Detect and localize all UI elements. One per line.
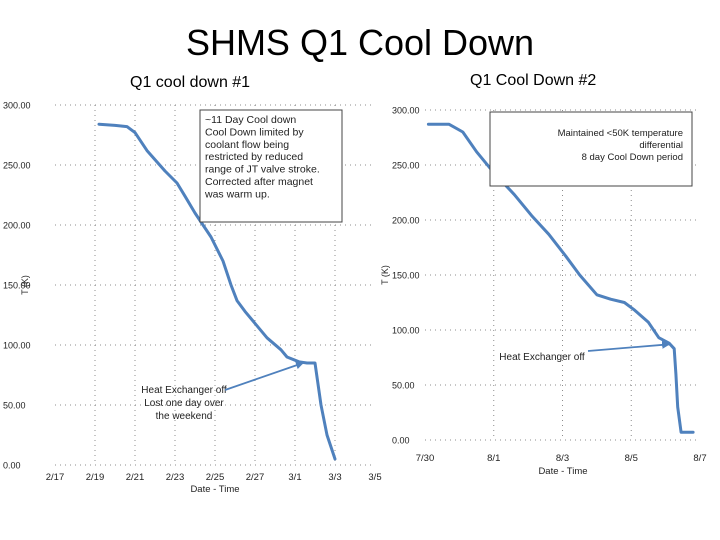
chart1-annotation-text: Lost one day over [144,398,224,409]
chart1-x-tick-label: 3/1 [288,472,301,483]
chart1-y-tick-label: 250.00 [3,161,31,171]
chart2-annotation-text: Heat Exchanger off [499,352,585,363]
chart1-annotation-text: coolant flow being [205,139,289,151]
chart1-x-tick-label: 2/27 [246,472,265,483]
chart1-x-tick-label: 3/3 [328,472,341,483]
chart2-title: Q1 Cool Down #2 [470,72,597,89]
chart1-y-tick-label: 200.00 [3,221,31,231]
chart1-y-tick-label: 50.00 [3,401,26,411]
chart1-x-tick-label: 2/23 [166,472,185,483]
chart2-x-tick-label: 7/30 [416,453,435,464]
chart2-annotation-text: differential [639,140,683,151]
chart2-annotation-box [489,111,693,187]
chart1-x-tick-label: 2/19 [86,472,105,483]
chart1-title: Q1 cool down #1 [130,74,251,91]
chart2-y-tick-label: 200.00 [392,216,420,226]
chart1-annotation-text: ~11 Day Cool down [205,114,296,126]
chart1-y-tick-label: 0.00 [3,461,21,471]
chart1-x-tick-label: 2/25 [206,472,225,483]
chart2-y-tick-label: 0.00 [392,436,410,446]
chart1-annotation-text: Cool Down limited by [205,126,304,138]
chart2-x-axis-title: Date - Time [538,466,587,477]
chart1-annotation-arrow [224,361,304,391]
chart1-x-tick-label: 3/5 [368,472,381,483]
chart2-y-tick-label: 300.00 [392,106,420,116]
chart1-x-tick-label: 2/17 [46,472,65,483]
chart1-annotation-text: restricted by reduced [205,151,303,163]
chart2-x-tick-label: 8/3 [556,453,569,464]
chart1-y-axis-title: T (K) [20,275,30,295]
chart1-annotation-text: the weekend [156,411,213,422]
chart1-annotation-text: Heat Exchanger off [141,385,227,396]
chart2-y-tick-label: 50.00 [392,381,415,391]
chart2-annotation-arrow [587,340,671,352]
chart1-y-tick-label: 150.00 [3,281,31,291]
chart2-y-tick-label: 150.00 [392,271,420,281]
chart1-annotation-box [199,109,343,223]
chart1-annotation-text: range of JT valve stroke. [205,164,320,176]
chart2-annotation-text: 8 day Cool Down period [582,152,683,163]
chart2-series-line [426,122,695,434]
chart1-y-tick-label: 300.00 [3,101,31,111]
chart2-annotation-text: Maintained <50K temperature [558,128,683,139]
chart2-x-tick-label: 8/1 [487,453,500,464]
chart1-annotation-text: Corrected after magnet [205,176,313,188]
chart2-x-tick-label: 8/7 [693,453,706,464]
chart1-x-axis-title: Date - Time [190,484,239,495]
chart2-y-axis-title: T (K) [380,265,390,285]
main-title: SHMS Q1 Cool Down [185,22,535,63]
chart2-y-tick-label: 100.00 [392,326,420,336]
chart2-y-tick-label: 250.00 [392,161,420,171]
chart2-x-tick-label: 8/5 [625,453,638,464]
chart1-x-tick-label: 2/21 [126,472,145,483]
chart1-y-tick-label: 100.00 [3,341,31,351]
chart1-annotation-text: was warm up. [204,188,270,200]
chart1-series-line [97,122,337,461]
